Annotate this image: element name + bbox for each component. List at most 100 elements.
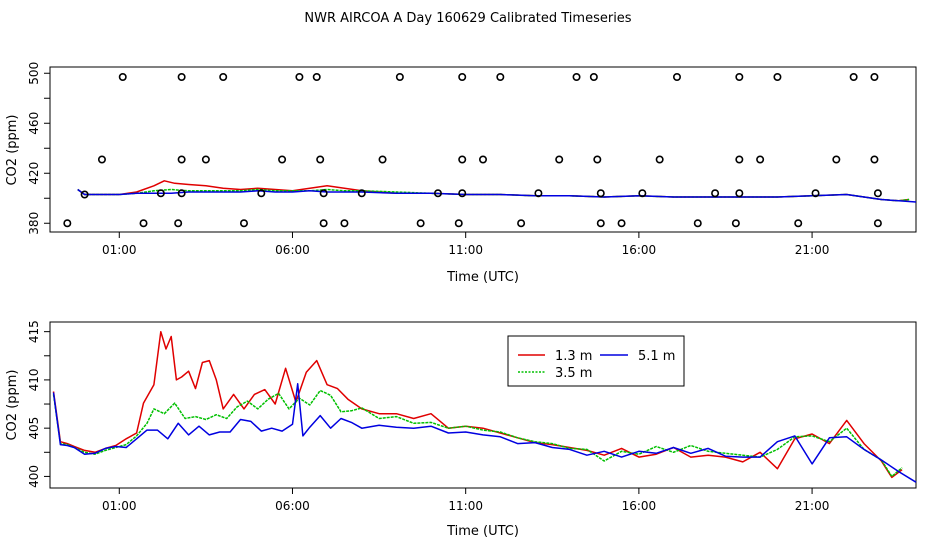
figure-title: NWR AIRCOA A Day 160629 Calibrated Times…	[304, 11, 631, 26]
flag-point	[433, 189, 442, 198]
flag-point	[517, 219, 526, 228]
flag-point	[596, 189, 605, 198]
flag-point	[832, 155, 841, 164]
flag-point	[416, 219, 425, 228]
flag-point	[735, 155, 744, 164]
flag-point	[735, 189, 744, 198]
flag-point	[638, 189, 647, 198]
flag-point	[672, 73, 681, 82]
top-x-tick-label: 16:00	[622, 243, 657, 257]
flag-point	[458, 189, 467, 198]
top-series-3-5-m	[77, 188, 910, 202]
top-y-tick-label: 460	[27, 112, 41, 135]
bottom-series-lines	[52, 330, 917, 483]
legend: 1.3 m 5.1 m 3.5 m	[507, 335, 685, 387]
flag-point	[239, 219, 248, 228]
bottom-y-axis: 400 405 410 415	[27, 320, 50, 488]
flag-point	[201, 155, 210, 164]
flag-point	[870, 155, 879, 164]
flag-point	[555, 155, 564, 164]
flag-point	[319, 219, 328, 228]
flag-point	[870, 73, 879, 82]
flag-point	[593, 155, 602, 164]
bottom-y-tick-label: 400	[27, 465, 41, 488]
bottom-plot-frame	[49, 321, 917, 489]
top-y-tick-label: 500	[27, 62, 41, 85]
bottom-x-tick-label: 01:00	[102, 499, 137, 513]
flag-point	[340, 219, 349, 228]
flag-point	[811, 189, 820, 198]
flag-point	[316, 155, 325, 164]
flag-point	[589, 73, 598, 82]
top-x-tick-label: 06:00	[275, 243, 310, 257]
flag-point	[156, 189, 165, 198]
bottom-y-tick-label: 415	[27, 320, 41, 343]
legend-label-3-5m: 3.5 m	[555, 366, 592, 381]
flag-point	[319, 189, 328, 198]
flag-point	[496, 73, 505, 82]
flag-point	[735, 73, 744, 82]
flag-point	[257, 189, 266, 198]
top-y-tick-label: 380	[27, 212, 41, 235]
bottom-x-tick-label: 06:00	[275, 499, 310, 513]
top-flag-points	[63, 73, 882, 228]
flag-point	[139, 219, 148, 228]
flag-point	[731, 219, 740, 228]
bottom-x-tick-label: 11:00	[448, 499, 483, 513]
flag-point	[219, 73, 228, 82]
legend-box	[507, 335, 685, 387]
flag-point	[295, 73, 304, 82]
flag-point	[454, 219, 463, 228]
top-y-axis-label: CO2 (ppm)	[5, 114, 20, 185]
flag-point	[478, 155, 487, 164]
bottom-y-axis-label: CO2 (ppm)	[5, 369, 20, 440]
flag-point	[693, 219, 702, 228]
bottom-y-tick-label: 405	[27, 417, 41, 440]
legend-label-5-1m: 5.1 m	[638, 349, 675, 364]
top-x-tick-label: 01:00	[102, 243, 137, 257]
flag-point	[596, 219, 605, 228]
bottom-x-axis: 01:00 06:00 11:00 16:00 21:00	[102, 488, 829, 513]
top-x-axis-label: Time (UTC)	[446, 270, 519, 285]
flag-point	[312, 73, 321, 82]
top-x-tick-label: 11:00	[448, 243, 483, 257]
flag-point	[63, 219, 72, 228]
top-y-axis: 380 420 460 500	[27, 62, 50, 235]
flag-point	[80, 190, 89, 199]
flag-point	[174, 219, 183, 228]
bottom-x-tick-label: 16:00	[622, 499, 657, 513]
flag-point	[655, 155, 664, 164]
flag-point	[773, 73, 782, 82]
bottom-panel: 400 405 410 415 01:00 06:00 11:00 16:00 21:00 T…	[5, 320, 917, 539]
top-plot-frame	[49, 66, 917, 233]
bottom-series-1-3-m	[52, 330, 903, 479]
top-series-5-1-m	[77, 188, 917, 203]
flag-point	[873, 189, 882, 198]
bottom-series-5-1-m	[52, 383, 917, 483]
top-panel: 380 420 460 500 01:00 06:00 11:00 16:00 21:00 T…	[5, 62, 917, 285]
flag-point	[357, 189, 366, 198]
bottom-series-3-5-m	[52, 389, 903, 478]
bottom-x-axis-label: Time (UTC)	[446, 524, 519, 539]
top-y-tick-label: 420	[27, 162, 41, 185]
flag-point	[177, 155, 186, 164]
legend-label-1-3m: 1.3 m	[555, 349, 592, 364]
flag-point	[177, 189, 186, 198]
flag-point	[278, 155, 287, 164]
flag-point	[395, 73, 404, 82]
flag-point	[177, 73, 186, 82]
flag-point	[118, 73, 127, 82]
flag-point	[711, 189, 720, 198]
flag-point	[458, 73, 467, 82]
top-x-tick-label: 21:00	[795, 243, 830, 257]
flag-point	[617, 219, 626, 228]
flag-point	[378, 155, 387, 164]
flag-point	[756, 155, 765, 164]
bottom-x-tick-label: 21:00	[795, 499, 830, 513]
flag-point	[873, 219, 882, 228]
flag-point	[794, 219, 803, 228]
flag-point	[458, 155, 467, 164]
top-x-axis: 01:00 06:00 11:00 16:00 21:00	[102, 232, 829, 257]
top-series-lines	[77, 180, 917, 203]
